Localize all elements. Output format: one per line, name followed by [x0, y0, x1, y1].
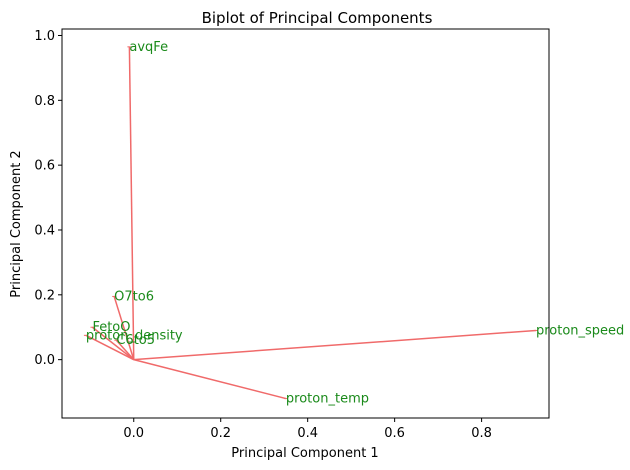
vector-label-fetoo: FetoO — [92, 320, 130, 335]
plot-frame — [61, 28, 550, 419]
x-tick-label: 0.0 — [123, 426, 144, 441]
x-tick-label: 0.2 — [210, 426, 231, 441]
y-tick-label: 0.2 — [34, 288, 55, 303]
vector-label-avqfe: avqFe — [129, 40, 168, 55]
y-tick-label: 0.6 — [34, 159, 55, 174]
vector-o7to6 — [113, 296, 135, 360]
vector-c6to5 — [115, 339, 135, 361]
x-axis-ticks: 0.0 0.2 0.4 0.6 0.8 — [123, 418, 492, 441]
x-tick-label: 0.8 — [471, 426, 492, 441]
vector-proton-density — [85, 334, 135, 361]
vector-label-c6to5: C6to5 — [116, 333, 155, 348]
x-tick-label: 0.6 — [384, 426, 405, 441]
y-tick-label: 0.4 — [34, 223, 55, 238]
x-tick-label: 0.4 — [297, 426, 318, 441]
vector-proton-temp — [133, 358, 287, 400]
y-tick-label: 1.0 — [34, 29, 55, 44]
vector-avqfe — [128, 46, 135, 360]
y-axis-ticks: 0.0 0.2 0.4 0.6 0.8 1.0 — [34, 29, 62, 368]
vector-label-proton-temp: proton_temp — [286, 392, 369, 407]
y-tick-label: 0.8 — [34, 94, 55, 109]
vector-label-proton-density: proton_density — [86, 328, 183, 343]
vector-label-o7to6: O7to6 — [114, 289, 154, 304]
vector-fetoo — [91, 326, 135, 361]
y-axis-title: Principal Component 2 — [9, 150, 24, 297]
y-tick-label: 0.0 — [34, 353, 55, 368]
vector-label-proton-speed: proton_speed — [536, 323, 624, 338]
x-axis-title: Principal Component 1 — [231, 446, 378, 461]
chart-title: Biplot of Principal Components — [202, 9, 433, 27]
vectors-layer — [83, 46, 538, 400]
vector-proton-speed — [133, 329, 537, 361]
